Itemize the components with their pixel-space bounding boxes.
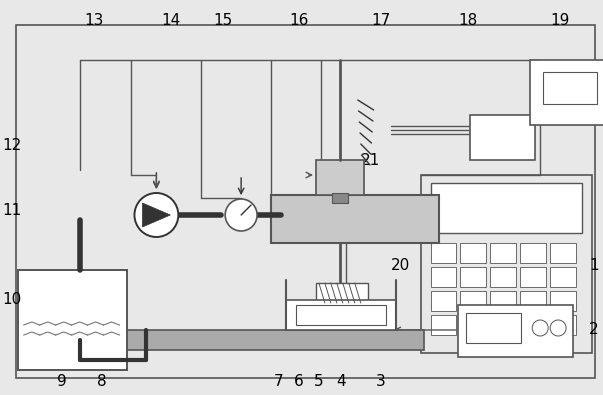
Circle shape [225, 199, 257, 231]
Bar [520, 315, 546, 335]
Bar [530, 60, 603, 125]
Text: 5: 5 [314, 374, 324, 389]
Circle shape [532, 320, 548, 336]
Bar [431, 267, 456, 287]
Text: 11: 11 [2, 203, 22, 218]
Bar [431, 243, 456, 263]
Bar [520, 267, 546, 287]
Text: 18: 18 [459, 13, 478, 28]
Text: 20: 20 [391, 258, 410, 273]
Bar [490, 267, 516, 287]
Text: 8: 8 [96, 374, 106, 389]
Bar [127, 330, 423, 350]
Text: 12: 12 [2, 137, 22, 152]
Text: 19: 19 [551, 13, 570, 28]
Bar [550, 315, 576, 335]
Bar [332, 193, 348, 203]
Text: 4: 4 [336, 374, 346, 389]
Text: 15: 15 [213, 13, 233, 28]
Bar [431, 291, 456, 311]
Text: 10: 10 [2, 293, 22, 307]
Bar [461, 291, 487, 311]
Bar [550, 243, 576, 263]
Text: 2: 2 [589, 322, 599, 337]
Circle shape [134, 193, 178, 237]
Polygon shape [142, 203, 171, 227]
Bar [543, 72, 597, 104]
Bar [461, 267, 487, 287]
Bar [490, 291, 516, 311]
Bar [431, 315, 456, 335]
Text: 9: 9 [57, 374, 66, 389]
Bar [18, 270, 127, 370]
Text: 16: 16 [289, 13, 309, 28]
Circle shape [550, 320, 566, 336]
Text: 17: 17 [371, 13, 390, 28]
Bar [461, 243, 487, 263]
Bar [520, 291, 546, 311]
Bar [550, 291, 576, 311]
Bar [316, 160, 364, 195]
Text: 13: 13 [84, 13, 103, 28]
Bar [271, 195, 438, 243]
Bar [458, 305, 573, 357]
Text: 1: 1 [589, 258, 599, 273]
Bar [16, 25, 595, 378]
Bar [431, 183, 582, 233]
Bar [467, 313, 521, 343]
Text: 3: 3 [376, 374, 385, 389]
Bar [420, 175, 592, 353]
Bar [550, 267, 576, 287]
Bar [470, 115, 535, 160]
Text: 14: 14 [162, 13, 181, 28]
Bar [490, 243, 516, 263]
Bar [316, 283, 368, 303]
Bar [520, 243, 546, 263]
Bar [296, 305, 386, 325]
Text: 7: 7 [274, 374, 284, 389]
Bar [490, 315, 516, 335]
Text: 6: 6 [294, 374, 304, 389]
Bar [461, 315, 487, 335]
Bar [286, 300, 396, 330]
Text: 21: 21 [361, 152, 380, 167]
